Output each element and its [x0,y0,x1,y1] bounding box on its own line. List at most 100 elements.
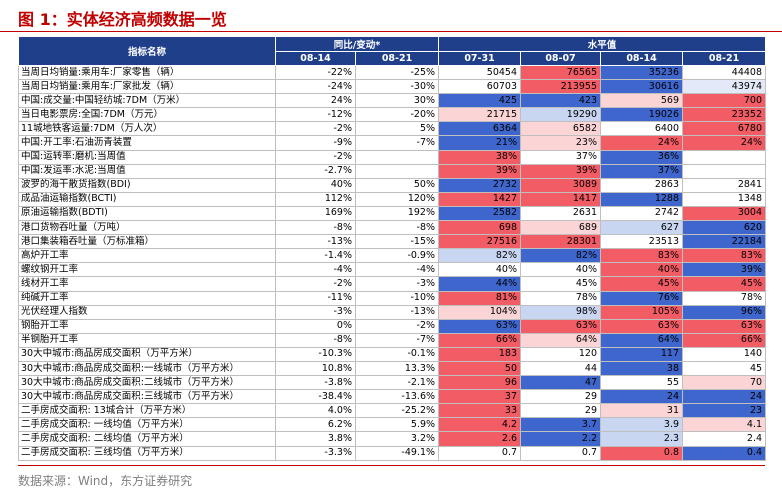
level-cell: 2.6 [438,431,522,447]
level-cell: 183 [438,346,522,362]
level-cell: 47 [520,375,602,391]
level-cell: 63% [682,318,767,334]
table-row: 中国:运转率:磨机:当周值 -2% 38% 37% 36% [18,149,767,165]
table-row: 成品油运输指数(BCTI) 112% 120% 1427 1417 1288 1348 [18,191,767,207]
level-cell: 23352 [682,107,767,123]
yoy-cell: 10.8% [275,360,356,377]
level-cell: 1417 [520,191,602,207]
table-row: 港口集装箱吞吐量（万标准箱） -13% -15% 27516 28301 23513 221… [18,234,767,250]
indicator-name: 港口集装箱吞吐量（万标准箱） [18,234,276,250]
indicator-name: 二手房成交面积: 13城合计（万平方米） [18,403,276,419]
level-cell: 4.2 [438,417,522,433]
header-group: 同比/变动* [274,36,440,52]
table-row: 钢胎开工率 0% -2% 63% 63% 63% 63% [18,318,767,334]
level-cell: 2582 [438,205,522,222]
yoy-cell: -7% [354,135,440,151]
level-cell: 43974 [682,79,767,95]
yoy-cell: -2% [354,318,440,334]
level-cell: 23% [520,135,602,151]
indicator-name: 中国:开工率:石油沥青装置 [18,135,276,151]
table-row: 二手房成交面积: 一线均值（万平方米） 6.2% 5.9% 4.2 3.7 3.9 4.1 [18,417,767,433]
table-row: 二手房成交面积: 13城合计（万平方米） 4.0% -25.2% 33 29 31 23 [18,403,767,419]
level-cell: 24 [600,389,684,405]
indicator-name: 成品油运输指数(BCTI) [18,191,276,207]
level-cell [682,149,767,165]
level-cell: 24% [600,135,684,151]
yoy-cell: -8% [275,220,356,236]
yoy-cell: -8% [354,220,440,236]
table-body: 当周日均销量:乘用车:厂家零售（辆） -22% -25% 50454 76565 3523… [18,64,767,461]
yoy-cell: -49.1% [354,445,440,461]
level-cell: 39% [438,163,522,179]
yoy-cell: -2.7% [275,163,356,179]
level-cell: 40% [600,262,684,278]
level-cell: 64% [520,332,602,348]
indicator-name: 波罗的海干散货指数(BDI) [18,177,276,193]
yoy-cell: -13.6% [354,389,440,405]
level-cell: 2.4 [682,431,767,447]
level-cell: 1348 [682,191,767,207]
level-cell: 140 [682,346,767,362]
level-cell: 37 [438,389,522,405]
level-cell: 45% [682,276,767,292]
level-cell: 64% [600,332,684,348]
level-cell: 19026 [600,107,684,123]
indicator-name: 半钢胎开工率 [18,332,276,348]
table-row: 当日电影票房:全国:7DM（万元） -12% -20% 21715 19290 19026… [18,107,767,123]
level-cell: 45% [520,276,602,292]
level-cell: 29 [520,389,602,405]
source-note: 数据来源：Wind，东方证券研究 [18,474,193,488]
yoy-cell: -4% [354,262,440,278]
header-date: 08-14 [275,51,356,66]
level-cell: 425 [438,93,522,109]
table-row: 中国:发运率:水泥:当周值 -2.7% 39% 39% 37% [18,163,767,179]
header-group: 水平值 [438,36,767,52]
level-cell [682,163,767,179]
level-cell: 28301 [520,234,602,250]
level-cell: 0.7 [520,445,602,461]
table-row: 波罗的海干散货指数(BDI) 40% 50% 2732 3089 2863 2841 [18,177,767,193]
level-cell: 6780 [682,121,767,137]
yoy-cell: -24% [275,79,356,95]
yoy-cell: 24% [275,93,356,109]
level-cell: 2863 [600,177,684,193]
level-cell: 78% [520,290,602,306]
level-cell: 1288 [600,191,684,207]
yoy-cell: -2% [275,149,356,165]
header-date: 08-21 [682,51,767,66]
yoy-cell: -15% [354,234,440,250]
yoy-cell: -3.3% [275,445,356,461]
title-rule [0,31,782,32]
yoy-cell: 5.9% [354,417,440,433]
level-cell: 120 [520,346,602,362]
yoy-cell: -13% [275,234,356,250]
level-cell: 117 [600,346,684,362]
level-cell: 39% [682,262,767,278]
table-row: 纯碱开工率 -11% -10% 81% 78% 76% 78% [18,290,767,306]
yoy-cell: -25.2% [354,403,440,419]
header-date: 08-21 [354,51,440,66]
level-cell: 63% [600,318,684,334]
level-cell: 1427 [438,191,522,207]
level-cell: 698 [438,220,522,236]
level-cell: 66% [682,332,767,348]
level-cell: 104% [438,304,522,320]
level-cell: 50454 [438,64,522,81]
level-cell: 30616 [600,79,684,95]
level-cell: 35236 [600,64,684,81]
level-cell: 21% [438,135,522,151]
yoy-cell: 30% [354,93,440,109]
level-cell: 78% [682,290,767,306]
table-row: 30大中城市:商品房成交面积:二线城市（万平方米） -3.8% -2.1% 96 47 5… [18,375,767,391]
level-cell: 96 [438,375,522,391]
level-cell: 38% [438,149,522,165]
table-row: 30大中城市:商品房成交面积:一线城市（万平方米） 10.8% 13.3% 50 44 3… [18,360,767,377]
yoy-cell: 6.2% [275,417,356,433]
indicator-name: 中国:发运率:水泥:当周值 [18,163,276,179]
level-cell: 2742 [600,205,684,222]
header-date: 08-14 [600,51,684,66]
yoy-cell: -1.4% [275,248,356,264]
table-row: 11城地铁客运量:7DM（万人次） -2% 5% 6364 6582 6400 6780 [18,121,767,137]
yoy-cell [354,149,440,165]
yoy-cell: -38.4% [275,389,356,405]
